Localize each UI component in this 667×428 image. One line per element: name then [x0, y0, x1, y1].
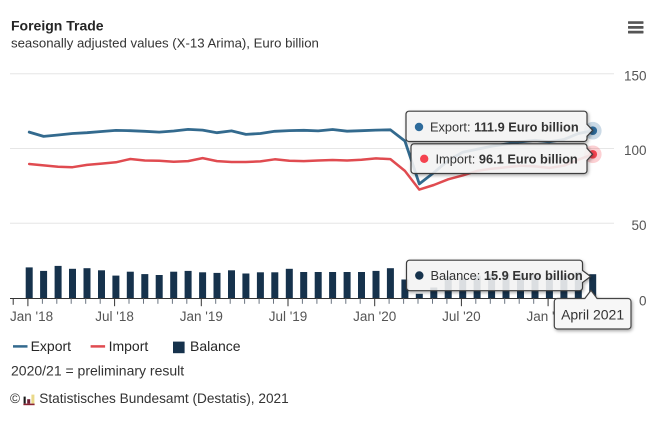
svg-text:100: 100 — [624, 143, 647, 158]
svg-text:Foreign Trade: Foreign Trade — [11, 18, 104, 34]
svg-text:Export: 111.9 Euro billion: Export: 111.9 Euro billion — [430, 120, 579, 135]
svg-text:Jul '20: Jul '20 — [442, 309, 481, 324]
svg-text:150: 150 — [624, 68, 647, 83]
svg-text:Import: 96.1 Euro billion: Import: 96.1 Euro billion — [436, 151, 578, 166]
svg-text:seasonally adjusted values (X-: seasonally adjusted values (X-13 Arima),… — [11, 36, 319, 51]
svg-text:Jan '20: Jan '20 — [353, 309, 396, 324]
svg-text:0: 0 — [639, 294, 647, 309]
svg-text:Jul '18: Jul '18 — [95, 309, 134, 324]
svg-text:Import: Import — [109, 338, 149, 354]
svg-text:Jan '18: Jan '18 — [10, 309, 53, 324]
svg-text:Balance: Balance — [190, 338, 241, 354]
svg-text:Statistisches Bundesamt (Desta: Statistisches Bundesamt (Destatis), 2021 — [39, 391, 288, 406]
svg-text:©: © — [10, 391, 20, 406]
svg-text:Balance: 15.9 Euro billion: Balance: 15.9 Euro billion — [431, 268, 583, 283]
svg-text:Export: Export — [31, 338, 72, 354]
svg-text:2020/21 = preliminary result: 2020/21 = preliminary result — [11, 363, 184, 379]
svg-text:Jan '19: Jan '19 — [180, 309, 223, 324]
svg-text:Jul '19: Jul '19 — [269, 309, 308, 324]
svg-text:April 2021: April 2021 — [561, 307, 624, 323]
svg-text:50: 50 — [631, 218, 646, 233]
